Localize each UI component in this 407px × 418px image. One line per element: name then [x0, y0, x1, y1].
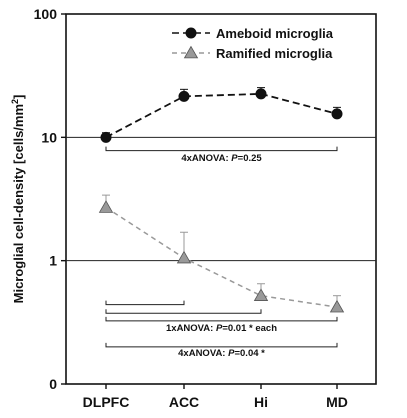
ramified-point-3 — [329, 299, 345, 313]
ameboid-series-line — [105, 92, 338, 139]
significance-bracket-4 — [105, 342, 338, 348]
x-tick-label-md: MD — [326, 394, 348, 410]
y-tick-label-3: 100 — [34, 6, 58, 22]
ameboid-point-2 — [255, 88, 267, 100]
x-tick-label-acc: ACC — [169, 394, 199, 410]
reference-lines-layer — [66, 136, 376, 262]
ameboid-point-1 — [178, 90, 190, 102]
legend-marker-ramified — [183, 45, 199, 59]
series-layer — [98, 87, 345, 313]
ameboid-point-3 — [331, 108, 343, 120]
significance-bracket-3 — [105, 316, 338, 322]
legend-label-ameboid: Ameboid microglia — [216, 26, 334, 41]
stat-label-4: 4xANOVA: P=0.04 * — [178, 348, 265, 359]
ameboid-point-0 — [100, 131, 112, 143]
annotations-layer: 4xANOVA: P=0.25 1xANOVA: P=0.01 * each 4xA… — [105, 146, 338, 359]
stat-label-3: 1xANOVA: P=0.01 * each — [166, 323, 277, 334]
x-tick-label-hi: Hi — [254, 394, 268, 410]
ramified-point-0 — [98, 200, 114, 213]
ramified-point-1 — [176, 250, 192, 264]
legend: Ameboid microglia Ramified microglia — [172, 26, 334, 61]
significance-bracket-0 — [105, 146, 338, 152]
y-axis-title: Microglial cell-density [cells/mm2] — [10, 95, 26, 304]
axes-layer: 0 1 10 100 DLPFC ACC Hi MD Microglial cell-densi… — [10, 6, 348, 410]
y-tick-label-2: 10 — [41, 129, 57, 145]
ramified-series-line — [105, 206, 338, 308]
stat-label-0: 4xANOVA: P=0.25 — [181, 153, 262, 164]
y-tick-label-0: 0 — [49, 376, 57, 392]
x-tick-label-dlpfc: DLPFC — [83, 394, 130, 410]
legend-label-ramified: Ramified microglia — [216, 46, 333, 61]
plot-frame — [65, 13, 377, 385]
plot-frame-layer — [65, 13, 377, 385]
legend-marker-ameboid — [185, 27, 197, 39]
significance-bracket-2 — [105, 309, 262, 314]
significance-bracket-1 — [105, 300, 185, 306]
y-tick-label-1: 1 — [49, 253, 57, 269]
ramified-point-2 — [253, 288, 269, 301]
